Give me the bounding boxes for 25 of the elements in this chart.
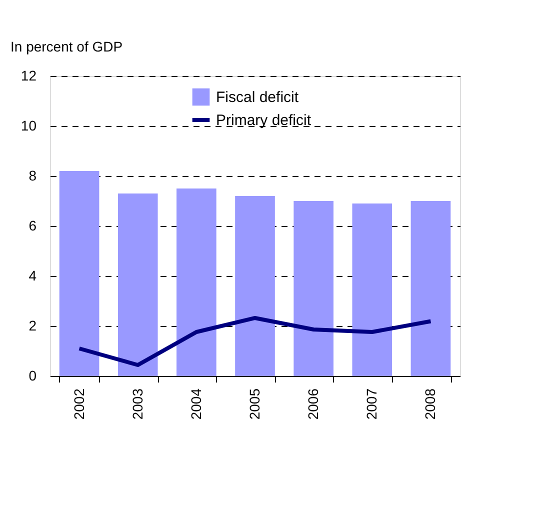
bar [352, 204, 392, 376]
x-tick-label: 2005 [246, 388, 262, 420]
bar [235, 196, 275, 376]
bar [176, 188, 216, 376]
y-tick-label: 4 [28, 268, 37, 284]
bar [294, 201, 334, 376]
y-tick-label: 6 [28, 218, 37, 234]
bar [59, 171, 100, 376]
x-tick-label: 2003 [129, 388, 146, 420]
y-tick-label: 2 [28, 318, 37, 334]
y-tick-label: 10 [20, 118, 37, 134]
x-tick-label: 2006 [305, 388, 322, 420]
y-tick-label: 12 [20, 68, 37, 84]
x-tick-label: 2002 [70, 388, 87, 420]
y-tick-label: 0 [28, 368, 37, 384]
y-tick-label: 8 [28, 168, 37, 184]
bar [118, 194, 158, 376]
line-series [77, 316, 433, 367]
legend-label: Fiscal deficit [216, 89, 300, 106]
bar [410, 201, 451, 376]
x-tick-label: 2004 [188, 388, 204, 420]
legend-label: Primary deficit [216, 112, 312, 129]
x-tick-label: 2007 [364, 388, 380, 420]
y-axis-title: In percent of GDP [10, 38, 123, 54]
x-tick-label: 2008 [422, 388, 438, 420]
